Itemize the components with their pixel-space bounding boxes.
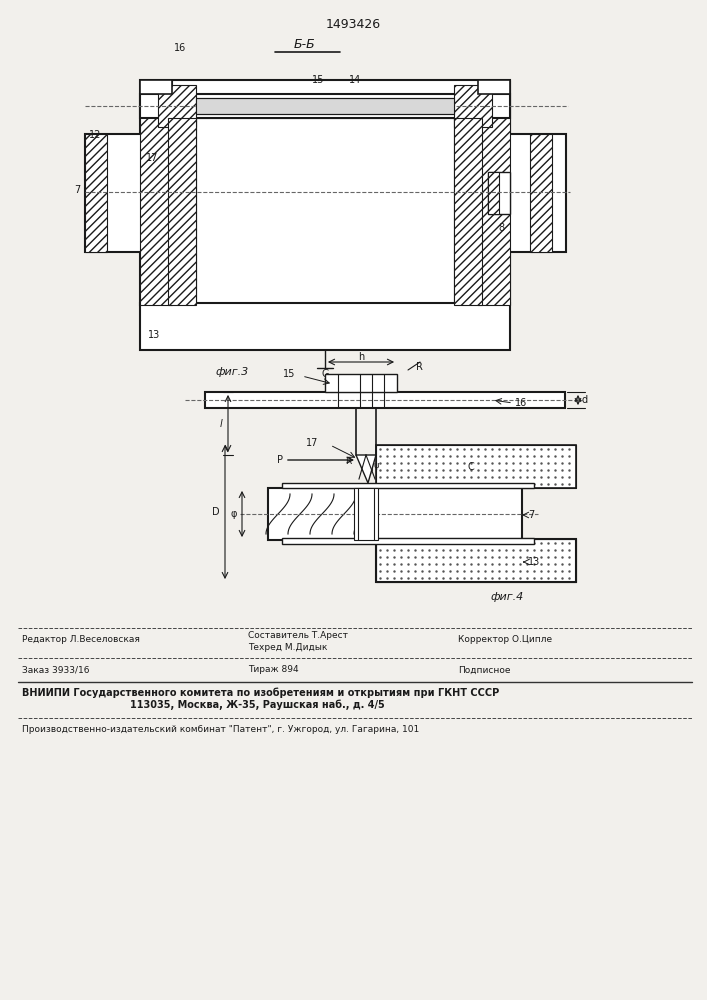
Text: 15: 15 [283,369,295,379]
Text: l: l [219,419,222,429]
Bar [354,488,378,540]
Bar [282,538,534,544]
Text: d: d [582,395,588,405]
Text: фиг.4: фиг.4 [490,592,523,602]
Text: Подписное: Подписное [458,666,510,674]
Bar [376,445,576,488]
Text: 15: 15 [312,75,325,85]
Text: 12: 12 [89,130,101,140]
Text: 17: 17 [305,438,318,448]
Bar [140,80,172,305]
Text: 16: 16 [515,398,527,408]
Bar [140,94,510,118]
Text: Производственно-издательский комбинат "Патент", г. Ужгород, ул. Гагарина, 101: Производственно-издательский комбинат "П… [22,724,419,734]
Text: Тираж 894: Тираж 894 [248,666,298,674]
Text: Заказ 3933/16: Заказ 3933/16 [22,666,90,674]
Text: фиг.3: фиг.3 [216,367,249,377]
Bar [205,392,565,408]
Bar [454,118,482,305]
Bar [376,445,576,488]
Text: φ: φ [230,509,237,519]
Text: Корректор О.Ципле: Корректор О.Ципле [458,636,552,645]
Bar [488,172,510,214]
Bar [454,85,492,127]
Text: 7: 7 [528,510,534,520]
Text: G: G [321,369,329,379]
Text: 13: 13 [528,557,540,567]
Bar [168,118,196,305]
Bar [325,374,397,392]
Bar [85,134,107,252]
Bar [196,118,454,305]
Text: 8: 8 [498,223,504,233]
Text: 113035, Москва, Ж-35, Раушская наб., д. 4/5: 113035, Москва, Ж-35, Раушская наб., д. … [130,700,385,710]
Bar [478,80,510,94]
Text: 7: 7 [74,185,80,195]
Text: 13: 13 [148,330,160,340]
Bar [158,85,196,127]
Text: 16: 16 [174,43,186,53]
Text: D: D [212,507,220,517]
Text: 17: 17 [146,153,158,163]
Bar [376,539,576,582]
Bar [508,134,566,252]
Text: 1493426: 1493426 [325,18,380,31]
Text: Б-Б: Б-Б [294,38,316,51]
Bar [478,80,510,305]
Bar [85,134,143,252]
Bar [140,80,172,94]
Text: C: C [467,462,474,472]
Text: Техред М.Дидык: Техред М.Дидык [248,644,327,652]
Text: h: h [358,352,364,362]
Text: 14: 14 [349,75,361,85]
Bar [140,80,510,305]
Polygon shape [356,455,376,483]
Bar [530,134,552,252]
Bar [282,483,534,488]
Bar [268,488,522,540]
Bar [196,98,454,114]
Bar [140,303,510,350]
Text: ψ: ψ [374,462,380,471]
Text: R: R [416,362,423,372]
Text: Составитель Т.Арест: Составитель Т.Арест [248,631,348,640]
Text: R: R [345,456,351,466]
Bar [376,539,576,582]
Text: Редактор Л.Веселовская: Редактор Л.Веселовская [22,636,140,645]
Bar [488,172,499,214]
Text: P: P [277,455,283,465]
Text: ВНИИПИ Государственного комитета по изобретениям и открытиям при ГКНТ СССР: ВНИИПИ Государственного комитета по изоб… [22,688,499,698]
Text: φ: φ [368,464,373,474]
